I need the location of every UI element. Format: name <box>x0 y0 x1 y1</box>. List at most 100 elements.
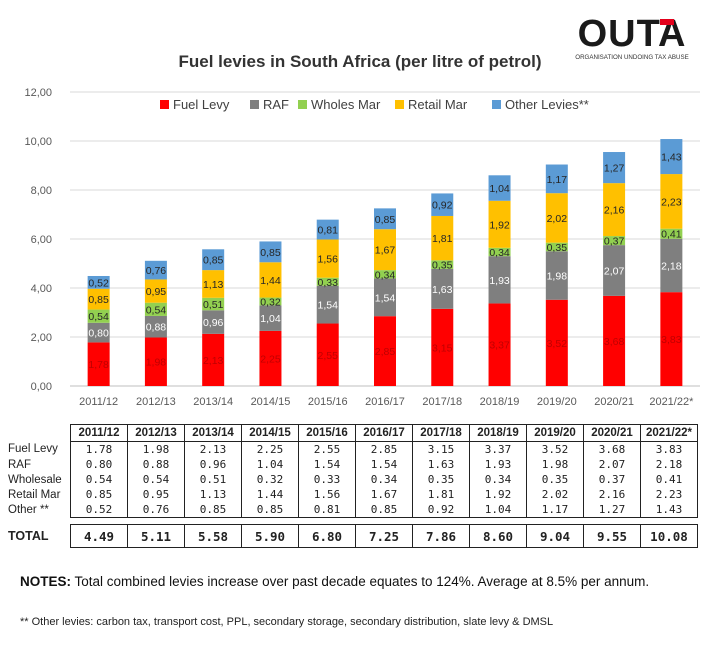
legend-swatch <box>395 100 404 109</box>
total-cell: 5.58 <box>184 524 242 548</box>
data-label: 0,88 <box>146 322 167 334</box>
data-label: 1,04 <box>260 313 281 325</box>
bar-segment <box>374 229 396 271</box>
data-label: 0,41 <box>661 229 682 241</box>
data-label: 1,93 <box>489 275 510 287</box>
data-label: 2,55 <box>318 350 339 362</box>
data-label: 3,68 <box>604 336 625 348</box>
total-cell: 5.11 <box>127 524 185 548</box>
bar-segment <box>545 164 568 194</box>
data-label: 0,85 <box>260 247 281 259</box>
bar-segment <box>202 310 225 334</box>
data-label: 0,85 <box>88 294 109 306</box>
table-cell: 3.37 <box>469 441 527 457</box>
table-header-cell: 2017/18 <box>412 424 470 442</box>
table-cell: 0.35 <box>526 472 584 487</box>
x-tick-label: 2012/13 <box>136 396 176 408</box>
table-cell: 0.96 <box>184 457 242 472</box>
bar-segment <box>374 270 396 279</box>
notes: NOTES: Total combined levies increase ov… <box>20 574 649 589</box>
total-cell: 7.86 <box>412 524 470 548</box>
spacer-cell <box>8 518 698 525</box>
x-tick-label: 2016/17 <box>365 396 405 408</box>
table-cell: 0.88 <box>127 457 185 472</box>
data-label: 1,98 <box>146 357 167 369</box>
x-tick-label: 2019/20 <box>537 396 577 408</box>
table-cell: 1.54 <box>355 457 413 472</box>
table-header-cell: 2020/21 <box>583 424 641 442</box>
table-cell: 1.78 <box>70 441 128 457</box>
data-label: 3,15 <box>432 342 453 354</box>
table-cell: 1.44 <box>241 487 299 502</box>
table-cell: 0.92 <box>412 502 470 518</box>
table-cell: 0.34 <box>355 472 413 487</box>
table-cell: 0.85 <box>184 502 242 518</box>
data-label: 1,63 <box>432 284 453 296</box>
bar-segment <box>545 193 568 243</box>
bar-segment <box>431 308 454 386</box>
table-header-cell: 2021/22* <box>640 424 698 442</box>
table-cell: 1.43 <box>640 502 698 518</box>
table-row: Wholesale 0.54 0.54 0.51 0.32 0.33 0.34 0.35 0.3… <box>8 472 698 487</box>
data-label: 0,32 <box>260 296 281 308</box>
x-tick-label: 2015/16 <box>308 396 348 408</box>
table-cell: 2.25 <box>241 441 299 457</box>
bar-segment <box>545 299 568 386</box>
bar-segment <box>202 249 225 271</box>
bar-segment <box>144 315 167 338</box>
table-cell: 1.54 <box>298 457 356 472</box>
table-cell: 3.83 <box>640 441 698 457</box>
legend-swatch <box>160 100 169 109</box>
bar-segment <box>603 183 626 237</box>
table-row: Retail Mar 0.85 0.95 1.13 1.44 1.56 1.67 1.81 1.… <box>8 487 698 502</box>
table-cell: 1.27 <box>583 502 641 518</box>
table-cell: 1.67 <box>355 487 413 502</box>
bar-segment <box>144 260 167 280</box>
data-label: 0,34 <box>375 269 396 281</box>
bar-segment <box>660 228 683 239</box>
y-tick-label: 10,00 <box>24 136 52 148</box>
data-label: 1,13 <box>203 279 224 291</box>
bar-segment <box>488 175 511 201</box>
data-label: 0,37 <box>604 236 625 248</box>
table-cell: 2.23 <box>640 487 698 502</box>
data-label: 1,44 <box>260 275 281 287</box>
bar-segment <box>374 316 396 386</box>
total-cell: 6.80 <box>298 524 356 548</box>
table-cell: 0.54 <box>127 472 185 487</box>
bar-segment <box>316 219 339 240</box>
total-cell: 9.04 <box>526 524 584 548</box>
table-header-cell: 2013/14 <box>184 424 242 442</box>
table-cell: 0.34 <box>469 472 527 487</box>
x-tick-label: 2020/21 <box>594 396 634 408</box>
y-tick-label: 8,00 <box>31 185 52 197</box>
bar-segment <box>660 139 683 175</box>
bar-segment <box>316 239 339 278</box>
bar-segment <box>374 208 396 230</box>
table-cell: 2.85 <box>355 441 413 457</box>
bar-segment <box>431 193 454 216</box>
row-label: Retail Mar <box>8 488 61 501</box>
outa-logo: OUTA ORGANISATION UNDOING TAX ABUSE <box>575 14 688 61</box>
data-label: 0,81 <box>318 225 339 237</box>
data-label: 0,92 <box>432 200 453 212</box>
data-label: 1,27 <box>604 163 625 175</box>
table-header-row: 2011/12 2012/13 2013/14 2014/15 2015/16 2016/… <box>8 424 698 442</box>
data-label: 0,51 <box>203 299 224 311</box>
data-label: 0,33 <box>318 277 339 289</box>
row-label: Wholesale <box>8 473 62 486</box>
table-spacer <box>8 518 698 525</box>
table-cell: 0.85 <box>241 502 299 518</box>
total-cell: 4.49 <box>70 524 128 548</box>
y-tick-label: 6,00 <box>31 234 52 246</box>
data-label: 1,56 <box>318 254 339 266</box>
bar-segment <box>660 238 683 293</box>
table-cell: 0.85 <box>355 502 413 518</box>
bar-segment <box>374 278 396 317</box>
table-cell: 1.93 <box>469 457 527 472</box>
legend-swatch <box>298 100 307 109</box>
data-label: 0,54 <box>146 304 167 316</box>
total-cell: 10.08 <box>640 524 698 548</box>
x-tick-label: 2017/18 <box>422 396 462 408</box>
table-cell: 0.32 <box>241 472 299 487</box>
